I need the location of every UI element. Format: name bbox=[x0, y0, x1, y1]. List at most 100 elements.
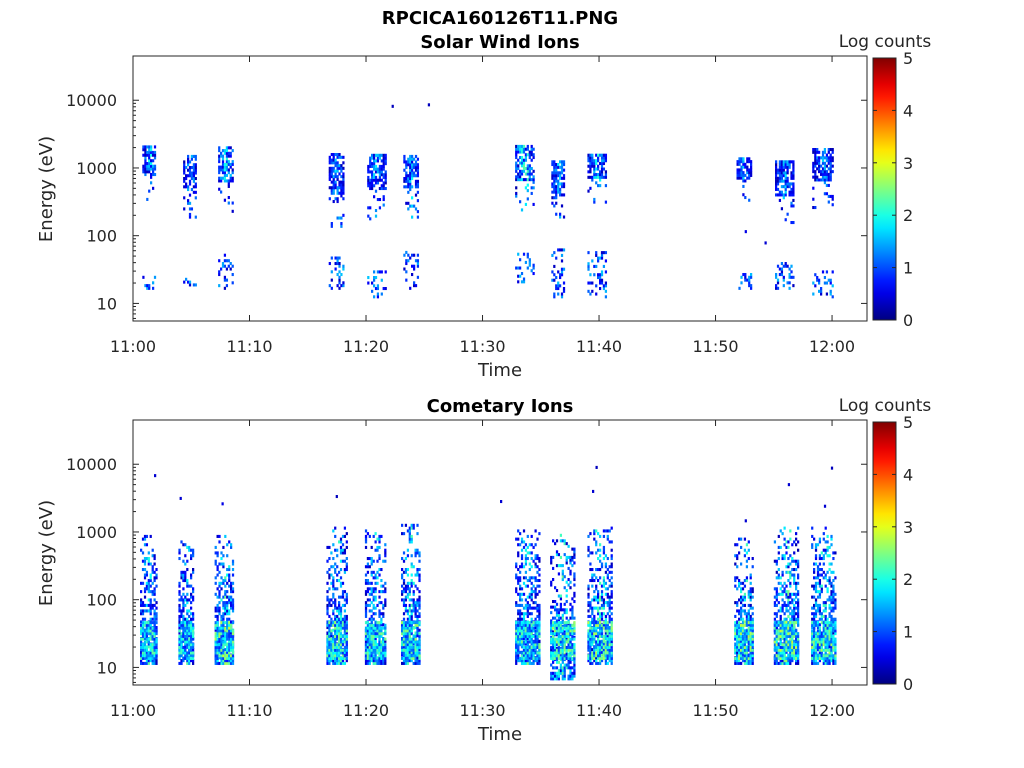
spectrogram-cell bbox=[550, 626, 553, 630]
spectrogram-cell bbox=[741, 656, 745, 660]
spectrogram-cell bbox=[380, 632, 383, 636]
spectrogram-cell bbox=[553, 196, 556, 200]
spectrogram-cell bbox=[334, 158, 337, 162]
spectrogram-cell bbox=[593, 167, 596, 171]
spectrogram-cell bbox=[600, 640, 604, 644]
spectrogram-cell bbox=[155, 651, 158, 655]
spectrogram-cell bbox=[332, 643, 335, 647]
spectrogram-cell bbox=[597, 617, 600, 621]
spectrogram-cell bbox=[222, 626, 225, 630]
spectrogram-cell bbox=[775, 174, 778, 178]
spectrogram-cell bbox=[606, 634, 609, 638]
spectrogram-cell bbox=[742, 179, 745, 183]
spectrogram-cell bbox=[228, 645, 231, 649]
spectrogram-cell bbox=[140, 612, 143, 616]
spectrogram-cell bbox=[788, 267, 791, 271]
spectrogram-cell bbox=[599, 614, 602, 618]
spectrogram-cell bbox=[231, 601, 235, 605]
spectrogram-cell bbox=[587, 656, 590, 660]
spectrogram-cell bbox=[534, 557, 537, 561]
spectrogram-cell bbox=[380, 661, 383, 665]
spectrogram-cell bbox=[736, 637, 739, 641]
spectrogram-cell bbox=[364, 621, 368, 625]
spectrogram-cell bbox=[192, 587, 195, 591]
spectrogram-cell bbox=[410, 523, 413, 527]
spectrogram-cell bbox=[218, 540, 221, 544]
spectrogram-cell bbox=[538, 557, 541, 561]
spectrogram-cell bbox=[372, 559, 375, 563]
spectrogram-cell bbox=[341, 634, 345, 638]
spectrogram-cell bbox=[378, 164, 382, 168]
spectrogram-cell bbox=[342, 186, 345, 190]
spectrogram-cell bbox=[343, 626, 347, 630]
spectrogram-cell bbox=[407, 179, 410, 183]
spectrogram-cell bbox=[604, 289, 608, 293]
spectrogram-cell bbox=[336, 273, 339, 277]
spectrogram-cell bbox=[147, 581, 150, 585]
spectrogram-cell bbox=[401, 651, 404, 655]
spectrogram-cell bbox=[186, 659, 189, 663]
spectrogram-cell bbox=[534, 629, 537, 633]
spectrogram-cell bbox=[214, 551, 217, 555]
spectrogram-cell bbox=[220, 661, 223, 665]
spectrogram-cell bbox=[185, 166, 188, 170]
spectrogram-cell bbox=[604, 592, 608, 596]
spectrogram-cell bbox=[528, 258, 531, 262]
spectrogram-cell bbox=[562, 163, 566, 167]
spectrogram-cell bbox=[738, 651, 741, 655]
spectrogram-cell bbox=[741, 581, 745, 585]
spectrogram-cell bbox=[604, 581, 608, 585]
spectrogram-cell bbox=[384, 643, 387, 647]
spectrogram-cell bbox=[326, 623, 329, 627]
spectrogram-cell bbox=[231, 656, 235, 660]
spectrogram-cell bbox=[602, 626, 606, 630]
spectrogram-cell bbox=[147, 642, 150, 646]
spectrogram-cell bbox=[550, 654, 553, 658]
spectrogram-cell bbox=[538, 621, 541, 625]
spectrogram-cell bbox=[402, 598, 406, 602]
spectrogram-cell bbox=[538, 643, 541, 647]
spectrogram-cell bbox=[604, 159, 608, 163]
spectrogram-cell bbox=[747, 590, 750, 594]
spectrogram-cell bbox=[520, 640, 524, 644]
spectrogram-cell bbox=[408, 529, 411, 533]
spectrogram-cell bbox=[410, 581, 413, 585]
spectrogram-cell bbox=[223, 176, 227, 180]
spectrogram-cell bbox=[743, 598, 747, 602]
spectrogram-cell bbox=[526, 606, 529, 610]
spectrogram-cell bbox=[340, 166, 343, 170]
spectrogram-cell bbox=[571, 656, 574, 660]
spectrogram-cell bbox=[782, 179, 785, 183]
spectrogram-cell bbox=[332, 180, 335, 184]
spectrogram-cell bbox=[591, 617, 594, 621]
spectrogram-cell bbox=[536, 579, 539, 583]
spectrogram-cell bbox=[567, 637, 570, 641]
spectrogram-cell bbox=[142, 170, 145, 174]
spectrogram-cell bbox=[740, 606, 743, 610]
spectrogram-cell bbox=[517, 637, 520, 641]
spectrogram-cell bbox=[557, 623, 561, 627]
spectrogram-cell bbox=[748, 171, 751, 175]
spectrogram-cell bbox=[591, 643, 594, 647]
spectrogram-cell bbox=[778, 179, 782, 183]
spectrogram-cell bbox=[522, 545, 526, 549]
spectrogram-cell bbox=[342, 180, 345, 184]
spectrogram-cell bbox=[784, 165, 787, 169]
spectrogram-cell bbox=[528, 543, 531, 547]
spectrogram-cell bbox=[330, 222, 333, 226]
spectrogram-cell bbox=[180, 659, 183, 663]
spectrogram-cell bbox=[736, 626, 739, 630]
spectrogram-cell bbox=[404, 653, 408, 657]
spectrogram-cell bbox=[610, 634, 613, 638]
spectrogram-cell bbox=[340, 273, 343, 277]
spectrogram-cell bbox=[567, 652, 570, 656]
spectrogram-cell bbox=[597, 164, 600, 168]
spectrogram-cell bbox=[555, 651, 559, 655]
spectrogram-cell bbox=[190, 576, 193, 580]
spectrogram-cell bbox=[404, 650, 408, 654]
spectrogram-cell bbox=[148, 145, 151, 149]
spectrogram-cell bbox=[786, 176, 789, 180]
spectrogram-cell bbox=[339, 632, 343, 636]
spectrogram-cell bbox=[404, 656, 408, 660]
spectrogram-cell bbox=[226, 595, 229, 599]
